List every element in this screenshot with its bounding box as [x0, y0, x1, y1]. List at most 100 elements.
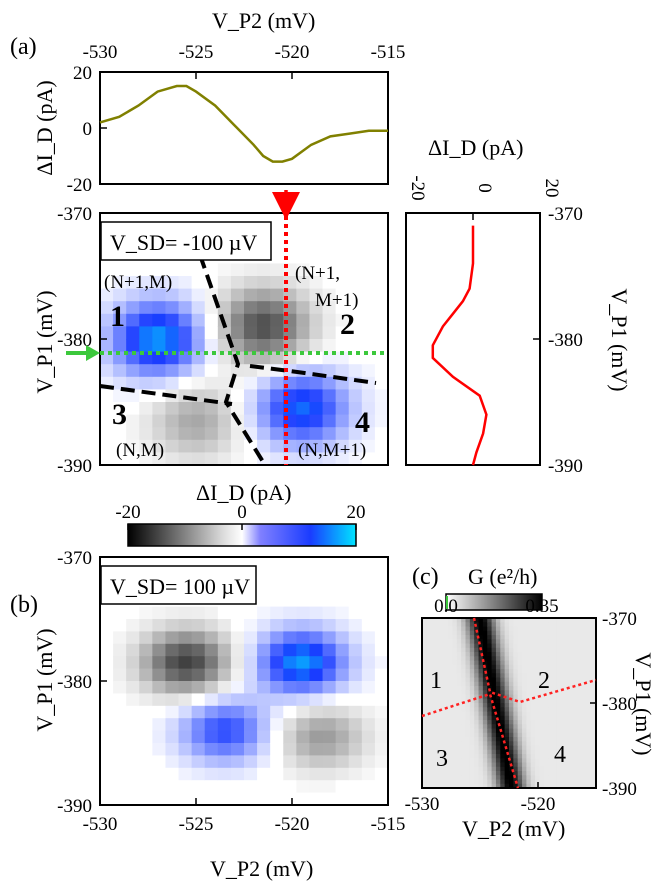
conductance-cell	[439, 783, 445, 788]
conductance-cell	[582, 626, 588, 632]
conductance-cell	[569, 758, 575, 763]
conductance-cell	[495, 762, 501, 768]
conductance-cell	[422, 766, 427, 772]
conductance-cell	[452, 656, 458, 661]
heatmap-b-cell	[374, 730, 388, 744]
heatmap-b-cell	[374, 643, 388, 657]
colorbar-tick-label: -20	[115, 502, 140, 523]
conductance-cell	[539, 766, 545, 772]
heatmap-a-cell	[113, 339, 127, 353]
heatmap-a-cell	[296, 402, 311, 416]
conductance-cell	[556, 728, 562, 734]
conductance-cell	[587, 754, 593, 759]
heatmap-b-cell	[270, 619, 284, 632]
heatmap-a-cell	[270, 439, 284, 453]
conductance-cell	[487, 626, 493, 632]
heatmap-b-cell	[139, 631, 153, 645]
conductance-cell	[430, 694, 436, 700]
conductance-cell	[439, 749, 445, 755]
conductance-cell	[469, 647, 475, 653]
conductance-cell	[478, 728, 484, 734]
conductance-cell	[461, 656, 466, 661]
conductance-cell	[565, 766, 571, 772]
conductance-cell	[435, 771, 440, 776]
conductance-cell	[517, 711, 523, 717]
conductance-cell	[548, 660, 553, 666]
heatmap-a-cell	[322, 389, 337, 403]
heatmap-a-cell	[309, 276, 324, 290]
conductance-cell	[539, 724, 545, 729]
conductance-cell	[582, 656, 588, 661]
heatmap-a-cell	[178, 326, 193, 340]
conductance-cell	[569, 771, 575, 776]
conductance-cell	[565, 681, 571, 687]
conductance-cell	[430, 690, 436, 695]
heatmap-b-cell	[152, 792, 167, 805]
heatmap-a-cell	[139, 288, 153, 302]
conductance-cell	[504, 686, 510, 691]
conductance-cell	[487, 711, 493, 717]
conductance-cell	[522, 703, 527, 708]
conductance-cell	[522, 754, 527, 759]
conductance-cell	[574, 647, 580, 653]
conductance-cell	[469, 715, 475, 721]
conductance-cell	[522, 745, 527, 751]
heatmap-a-cell	[204, 263, 219, 277]
conductance-cell	[430, 681, 436, 687]
heatmap-a-cell	[335, 364, 350, 378]
conductance-cell	[500, 669, 506, 674]
conductance-cell	[491, 707, 497, 712]
heatmap-b-cell	[257, 693, 271, 707]
heatmap-a-cell	[178, 414, 193, 428]
heatmap-b: -530 -525 -520 -515 -370-380-390 V_SD= 100 …	[57, 548, 405, 835]
conductance-cell	[469, 758, 475, 763]
conductance-cell	[569, 724, 575, 729]
conductance-cell	[452, 618, 458, 623]
conductance-cell	[561, 622, 567, 627]
conductance-cell	[504, 664, 510, 670]
conductance-cell	[474, 783, 480, 788]
conductance-cell	[435, 783, 440, 788]
conductance-cell	[504, 681, 510, 687]
conductance-cell	[530, 630, 536, 636]
conductance-cell	[535, 669, 540, 674]
conductance-cell	[565, 635, 571, 640]
heatmap-a-cell	[348, 414, 363, 428]
heatmap-a-cell	[191, 351, 206, 365]
heatmap-a-cell	[257, 439, 271, 453]
conductance-cell	[487, 766, 493, 772]
conductance-cell	[587, 694, 593, 700]
heatmap-b-cell	[283, 767, 297, 781]
conductance-cell	[561, 715, 567, 721]
conductance-cell	[422, 677, 427, 683]
conductance-cell	[535, 686, 540, 691]
conductance-cell	[556, 677, 562, 683]
conductance-cell	[422, 647, 427, 653]
conductance-cell	[435, 652, 440, 657]
heatmap-a-cell	[139, 376, 153, 390]
conductance-cell	[422, 737, 427, 742]
conductance-cell	[587, 639, 593, 644]
conductance-cell	[482, 728, 488, 734]
heatmap-a-cell	[100, 339, 114, 353]
conductance-cell	[435, 711, 440, 717]
conductance-cell	[574, 622, 580, 627]
conductance-cell	[548, 673, 553, 678]
conductance-cell	[578, 728, 584, 734]
heatmap-b-cell	[113, 718, 127, 732]
heatmap-b-cell	[230, 668, 245, 682]
conductance-cell	[522, 690, 527, 695]
heatmap-a-cell	[309, 402, 324, 416]
conductance-cell	[509, 643, 514, 649]
conductance-cell	[543, 724, 549, 729]
conductance-cell	[509, 669, 514, 674]
conductance-cell	[430, 698, 436, 704]
conductance-cell	[539, 690, 545, 695]
conductance-cell	[443, 766, 449, 772]
heatmap-a-cell	[113, 301, 127, 315]
y-tick-label: -370	[57, 204, 92, 225]
heatmap-a-cell	[178, 376, 193, 390]
conductance-cell	[422, 732, 427, 738]
conductance-cell	[517, 749, 523, 755]
conductance-cell	[517, 779, 523, 785]
